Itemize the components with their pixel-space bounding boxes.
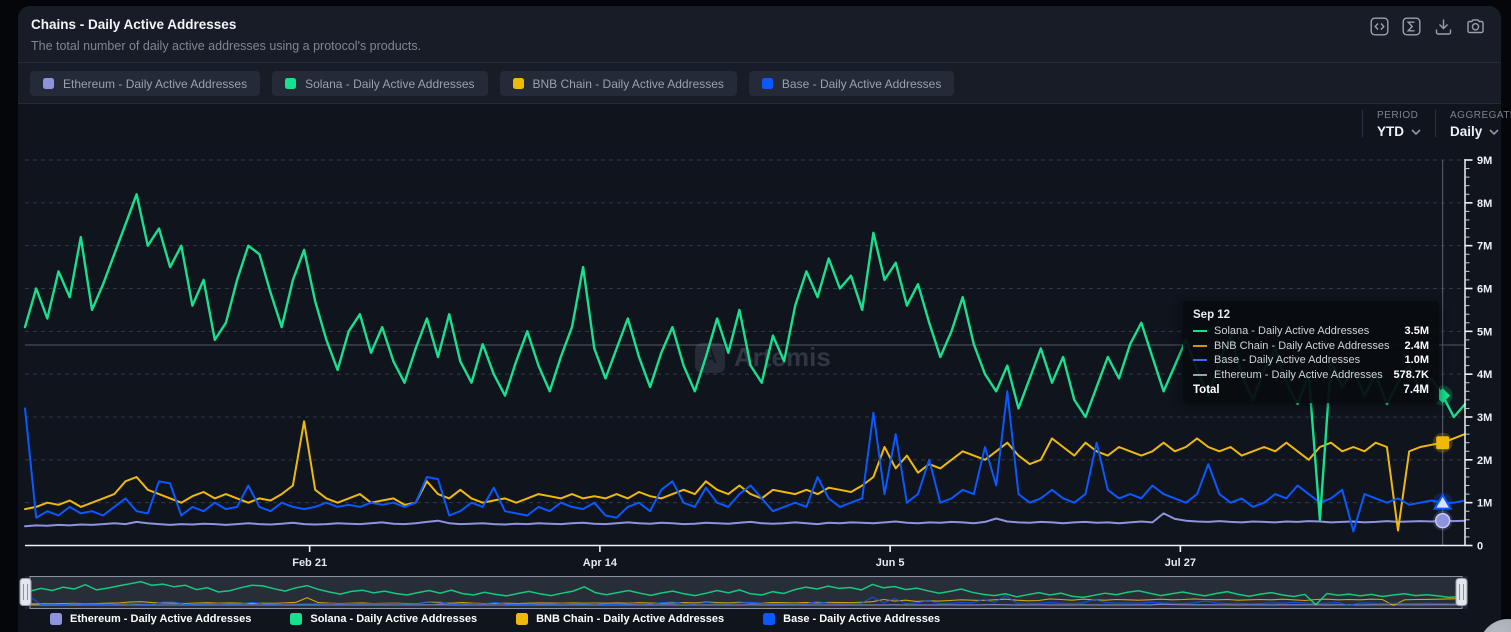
chart-controls: PERIOD YTD AGGREGATE Daily: [1362, 108, 1511, 139]
series-dash-icon: [1193, 359, 1207, 362]
period-dropdown[interactable]: PERIOD YTD: [1363, 108, 1435, 139]
screenshot-camera-icon[interactable]: [1465, 16, 1485, 36]
y-tick-label: 4M: [1477, 369, 1492, 381]
chip-label: BNB Chain - Daily Active Addresses: [532, 76, 724, 91]
bottom-legend: Ethereum - Daily Active Addresses Solana…: [50, 613, 940, 625]
y-tick-label: 1M: [1477, 498, 1492, 510]
x-tick-label: Jul 27: [1165, 557, 1196, 569]
chip-label: Ethereum - Daily Active Addresses: [63, 76, 248, 91]
bnb-end-marker-square-icon: [1436, 436, 1450, 450]
bnb-swatch: [516, 613, 529, 625]
aggregate-dropdown[interactable]: AGGREGATE Daily: [1436, 108, 1511, 139]
base-end-marker-triangle-icon: [1432, 493, 1453, 510]
x-tick-label: Jun 5: [876, 557, 905, 569]
tooltip-row: Ethereum - Daily Active Addresses 578.7K: [1193, 368, 1429, 383]
tooltip-date: Sep 12: [1193, 309, 1231, 321]
ethereum-swatch: [43, 78, 54, 89]
brush-handle-right[interactable]: [1455, 578, 1468, 606]
series-dash-icon: [1193, 373, 1207, 376]
y-tick-label: 8M: [1477, 198, 1492, 210]
chip-solana[interactable]: Solana - Daily Active Addresses: [272, 71, 488, 96]
y-tick-label: 3M: [1477, 412, 1492, 424]
series-dash-icon: [1193, 344, 1207, 347]
bnb-swatch: [512, 78, 524, 89]
legend-item-base[interactable]: Base - Daily Active Addresses: [763, 613, 940, 625]
tooltip-total-row: Total 7.4M: [1193, 384, 1429, 396]
solana-swatch: [285, 78, 297, 89]
chip-label: Solana - Daily Active Addresses: [305, 76, 475, 91]
series-line-base[interactable]: [24, 390, 1466, 533]
base-swatch: [763, 613, 776, 625]
legend-item-solana[interactable]: Solana - Daily Active Addresses: [290, 613, 477, 625]
y-tick-label: 6M: [1477, 284, 1492, 296]
embed-code-icon[interactable]: [1369, 16, 1389, 36]
y-tick-label: 9M: [1477, 155, 1492, 167]
brush-handle-left[interactable]: [19, 578, 32, 606]
brush-series-line: [30, 603, 1461, 606]
x-tick-label: Apr 14: [583, 557, 618, 569]
tooltip-row: BNB Chain - Daily Active Addresses 2.4M: [1193, 339, 1429, 354]
base-swatch: [761, 78, 773, 89]
header-divider: [18, 62, 1501, 63]
header-icon-group: [1369, 16, 1485, 36]
series-dash-icon: [1193, 330, 1207, 333]
chevron-down-icon: [1411, 128, 1421, 135]
chip-base[interactable]: Base - Daily Active Addresses: [748, 71, 955, 96]
sum-formula-icon[interactable]: [1401, 16, 1421, 36]
download-icon[interactable]: [1433, 16, 1453, 36]
chip-ethereum[interactable]: Ethereum - Daily Active Addresses: [30, 71, 261, 96]
brush-series-line: [29, 594, 1461, 607]
y-tick-label: 2M: [1477, 455, 1492, 467]
y-tick-label: 5M: [1477, 326, 1492, 338]
period-value: YTD: [1377, 124, 1404, 139]
x-tick-label: Feb 21: [292, 557, 327, 569]
aggregate-value: Daily: [1450, 124, 1483, 139]
legend-item-ethereum[interactable]: Ethereum - Daily Active Addresses: [50, 613, 251, 625]
ethereum-swatch: [50, 613, 62, 625]
chip-label: Base - Daily Active Addresses: [781, 76, 942, 91]
legend-item-bnb-chain[interactable]: BNB Chain - Daily Active Addresses: [516, 613, 724, 625]
ethereum-end-marker-circle-icon: [1434, 512, 1451, 529]
chip-bnb-chain[interactable]: BNB Chain - Daily Active Addresses: [499, 71, 737, 96]
controls-divider-left: [1362, 110, 1363, 137]
period-label: PERIOD: [1377, 110, 1419, 121]
chevron-down-icon: [1489, 128, 1499, 135]
series-line-bnb[interactable]: [24, 420, 1466, 532]
tooltip-row: Solana - Daily Active Addresses 3.5M: [1193, 324, 1429, 339]
series-legend-chips: Ethereum - Daily Active Addresses Solana…: [30, 71, 955, 96]
controls-divider-mid: [1435, 110, 1436, 137]
solana-swatch: [290, 613, 303, 625]
artemis-logo-icon: A: [695, 342, 725, 373]
y-tick-label: 0: [1477, 541, 1483, 553]
page-title: Chains - Daily Active Addresses: [31, 17, 237, 32]
series-line-ethereum[interactable]: [24, 512, 1466, 528]
tooltip-row: Base - Daily Active Addresses 1.0M: [1193, 353, 1429, 368]
page-subtitle: The total number of daily active address…: [31, 39, 422, 53]
brush-series-line: [29, 580, 1461, 606]
aggregate-label: AGGREGATE: [1450, 110, 1511, 121]
y-tick-label: 7M: [1477, 241, 1492, 253]
chart-tooltip: Sep 12 Solana - Daily Active Addresses 3.…: [1183, 301, 1439, 403]
